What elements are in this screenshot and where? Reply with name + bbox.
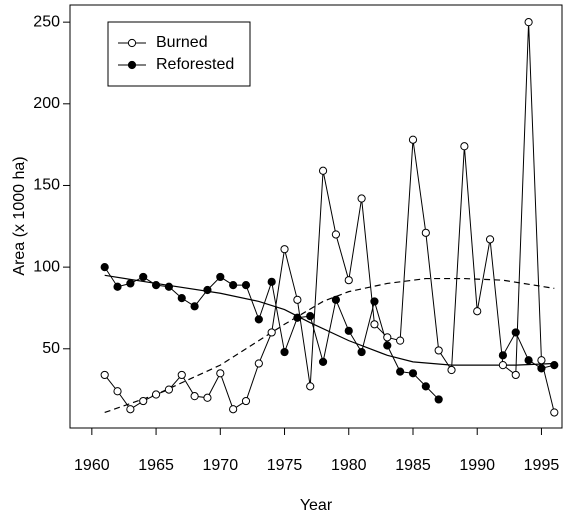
- data-point: [280, 245, 289, 254]
- data-point: [421, 382, 430, 391]
- data-point: [267, 277, 276, 286]
- data-point: [408, 135, 418, 144]
- data-point: [396, 367, 405, 376]
- data-point: [190, 392, 199, 401]
- data-point: [344, 326, 353, 335]
- y-tick-label: 100: [33, 258, 60, 275]
- x-tick-label: 1990: [459, 457, 495, 474]
- data-point: [331, 230, 341, 239]
- data-point: [177, 294, 186, 303]
- x-axis-label: Year: [300, 497, 333, 514]
- trend-line: [104, 277, 555, 414]
- data-point: [485, 235, 495, 244]
- data-point: [498, 351, 508, 360]
- x-tick-label: 1965: [138, 457, 174, 474]
- data-point: [498, 361, 508, 370]
- data-point: [203, 285, 212, 295]
- data-point: [318, 357, 328, 366]
- x-tick-label: 1975: [267, 457, 303, 474]
- data-point: [151, 280, 161, 290]
- data-point: [216, 369, 225, 378]
- data-point: [357, 194, 366, 203]
- data-point: [408, 369, 418, 378]
- data-point: [280, 347, 289, 357]
- y-axis-label: Area (x 1000 ha): [11, 156, 28, 275]
- data-point: [126, 405, 135, 414]
- data-point: [267, 328, 276, 337]
- data-point: [524, 356, 533, 365]
- data-point: [113, 282, 122, 291]
- data-point: [370, 297, 379, 306]
- data-point: [318, 166, 328, 175]
- data-point: [164, 385, 174, 394]
- data-point: [306, 312, 315, 321]
- data-point: [511, 370, 520, 380]
- data-point: [434, 346, 443, 355]
- data-point: [357, 347, 366, 357]
- data-point: [344, 276, 353, 285]
- data-point: [164, 282, 174, 291]
- data-point: [293, 295, 302, 304]
- data-point: [537, 356, 546, 365]
- data-point: [113, 387, 122, 396]
- legend-box: [107, 21, 251, 87]
- data-point: [177, 370, 186, 380]
- data-point: [370, 320, 379, 329]
- data-point: [537, 364, 546, 373]
- y-tick-label: 150: [33, 177, 60, 194]
- data-point: [216, 272, 225, 282]
- legend-label: Burned: [156, 34, 208, 51]
- data-point: [383, 333, 392, 342]
- data-point: [151, 390, 161, 399]
- data-point: [139, 396, 148, 406]
- data-point: [550, 408, 559, 417]
- data-point: [331, 295, 341, 304]
- x-tick-label: 1995: [524, 457, 560, 474]
- y-tick-label: 250: [33, 13, 60, 30]
- data-point: [241, 280, 251, 290]
- data-point: [511, 328, 520, 337]
- x-tick-label: 1980: [331, 457, 367, 474]
- x-tick-label: 1970: [203, 457, 239, 474]
- data-point: [241, 396, 251, 406]
- data-point: [139, 272, 148, 282]
- legend-marker: [127, 60, 137, 70]
- data-point: [229, 280, 238, 290]
- data-point: [203, 393, 212, 402]
- y-tick-label: 50: [42, 340, 60, 357]
- data-point: [100, 263, 109, 272]
- plot-frame: [69, 4, 563, 429]
- x-tick-label: 1960: [74, 457, 110, 474]
- data-point: [229, 405, 238, 414]
- data-point: [550, 361, 559, 370]
- data-point: [100, 370, 109, 380]
- data-point: [434, 395, 443, 404]
- data-point: [447, 365, 456, 375]
- x-tick-label: 1985: [395, 457, 431, 474]
- data-point: [306, 382, 315, 391]
- data-point: [126, 279, 135, 288]
- data-point: [396, 336, 405, 345]
- y-tick-label: 200: [33, 95, 60, 112]
- data-point: [524, 18, 533, 27]
- data-point: [460, 142, 469, 151]
- data-point: [473, 307, 482, 316]
- legend-label: Reforested: [156, 56, 234, 73]
- data-point: [293, 313, 302, 322]
- data-point: [421, 228, 430, 237]
- trend-line: [104, 274, 555, 366]
- data-point: [190, 302, 199, 311]
- data-point: [254, 315, 263, 324]
- data-point: [383, 341, 392, 350]
- data-point: [254, 359, 263, 368]
- legend-marker: [127, 38, 137, 48]
